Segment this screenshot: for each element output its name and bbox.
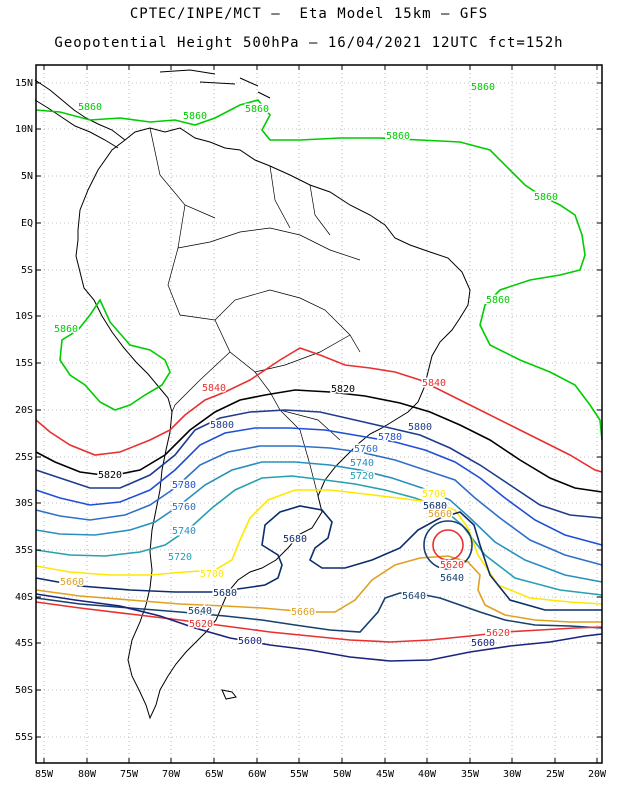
contour-labels: 5860 5860 5860 5860 5860 5860 5860 5860 5840 5840…: [52, 81, 559, 651]
contour-5860-north: [35, 99, 603, 441]
lon-tick-label: 20W: [588, 769, 607, 780]
lat-tick-label: 25S: [15, 452, 33, 463]
lon-tick-label: 85W: [35, 769, 54, 780]
contour-label-5860: 5860: [534, 192, 558, 203]
lat-tick-label: 30S: [15, 498, 33, 509]
lat-tick-label: 35S: [15, 545, 33, 556]
contour-label-5760: 5760: [172, 502, 196, 513]
lat-tick-label: 55S: [15, 732, 33, 743]
contour-label-5800: 5800: [210, 420, 234, 431]
title-line-1: CPTEC/INPE/MCT – Eta Model 15km – GFS: [129, 6, 489, 22]
contour-label-5820: 5820: [98, 470, 122, 481]
lon-tick-label: 75W: [120, 769, 139, 780]
lon-tick-label: 55W: [290, 769, 309, 780]
contour-label-5680: 5680: [423, 501, 447, 512]
title-line-2: Geopotential Height 500hPa – 16/04/2021 …: [54, 35, 564, 51]
height-contours: [35, 99, 603, 662]
contour-label-5840: 5840: [202, 383, 226, 394]
latitude-tick-labels: 15N 10N 5N EQ 5S 10S 15S 20S 25S 30S 35S 40S 45S 50S 5…: [15, 78, 602, 743]
lat-tick-label: 45S: [15, 638, 33, 649]
contour-label-5780: 5780: [172, 480, 196, 491]
lat-tick-label: 5S: [21, 265, 33, 276]
lon-tick-label: 60W: [248, 769, 267, 780]
contour-label-5640: 5640: [402, 591, 426, 602]
south-america-coastline: [75, 127, 471, 720]
low-contour-5640: [423, 520, 473, 570]
contour-label-5860: 5860: [386, 131, 410, 142]
contour-label-5660: 5660: [291, 607, 315, 618]
contour-5600: [35, 593, 603, 662]
contour-label-5860: 5860: [486, 295, 510, 306]
lon-tick-label: 30W: [503, 769, 522, 780]
contour-5780: [35, 427, 603, 546]
contour-label-5600: 5600: [471, 638, 495, 649]
coastline-layer: [34, 69, 471, 720]
contour-5660: [35, 555, 602, 623]
contour-5620: [35, 601, 603, 643]
lon-tick-label: 35W: [461, 769, 480, 780]
low-contour-5620: [432, 529, 464, 561]
contour-label-5660: 5660: [60, 577, 84, 588]
contour-label-5660: 5660: [428, 509, 452, 520]
contour-label-5700: 5700: [422, 489, 446, 500]
contour-label-5860: 5860: [245, 104, 269, 115]
lon-tick-label: 50W: [333, 769, 352, 780]
contour-label-5620: 5620: [189, 619, 213, 630]
contour-label-5640: 5640: [188, 606, 212, 617]
map-frame: [35, 64, 603, 764]
contour-label-5720: 5720: [350, 471, 374, 482]
lat-tick-label: 50S: [15, 685, 33, 696]
lat-tick-label: 10S: [15, 311, 33, 322]
contour-label-5860: 5860: [183, 111, 207, 122]
contour-label-5740: 5740: [172, 526, 196, 537]
lat-tick-label: 20S: [15, 405, 33, 416]
caribbean-islands: [159, 69, 271, 99]
central-america-coastline: [34, 79, 126, 149]
lat-tick-label: 15N: [15, 78, 33, 89]
contour-label-5800: 5800: [408, 422, 432, 433]
contour-5860-west: [59, 298, 171, 411]
lat-tick-label: 40S: [15, 592, 33, 603]
lat-lon-grid: [36, 65, 602, 763]
lon-tick-label: 65W: [205, 769, 224, 780]
contour-5840: [35, 347, 603, 473]
contour-label-5720: 5720: [168, 552, 192, 563]
contour-label-5860: 5860: [54, 324, 78, 335]
contour-label-5700: 5700: [200, 569, 224, 580]
contour-5760: [35, 445, 603, 566]
contour-label-5780: 5780: [378, 432, 402, 443]
lon-tick-label: 45W: [376, 769, 395, 780]
lat-tick-label: 10N: [15, 124, 33, 135]
contour-label-5860: 5860: [78, 102, 102, 113]
contour-5820: [35, 389, 603, 493]
contour-5680: [35, 505, 602, 611]
contour-label-5740: 5740: [350, 458, 374, 469]
contour-label-5840: 5840: [422, 378, 446, 389]
contour-label-5760: 5760: [354, 444, 378, 455]
lon-tick-label: 25W: [546, 769, 565, 780]
contour-5800: [35, 409, 603, 519]
contour-label-5620: 5620: [440, 560, 464, 571]
contour-label-5860: 5860: [471, 82, 495, 93]
contour-label-5820: 5820: [331, 384, 355, 395]
contour-label-5600: 5600: [238, 636, 262, 647]
lon-tick-label: 80W: [78, 769, 97, 780]
lon-tick-label: 70W: [162, 769, 181, 780]
lon-tick-label: 40W: [418, 769, 437, 780]
falkland-islands: [221, 689, 237, 700]
lat-tick-label: 15S: [15, 358, 33, 369]
country-borders: [149, 127, 361, 497]
longitude-tick-labels: 85W 80W 75W 70W 65W 60W 55W 50W 45W 40W 35W 30W 25W 2…: [35, 65, 607, 780]
contour-5740: [35, 461, 603, 583]
lat-tick-label: EQ: [21, 218, 33, 229]
contour-label-5620: 5620: [486, 628, 510, 639]
contour-label-5680: 5680: [283, 534, 307, 545]
lat-tick-label: 5N: [21, 171, 33, 182]
contour-5640: [35, 592, 603, 633]
contour-label-5640: 5640: [440, 573, 464, 584]
contour-label-5680: 5680: [213, 588, 237, 599]
